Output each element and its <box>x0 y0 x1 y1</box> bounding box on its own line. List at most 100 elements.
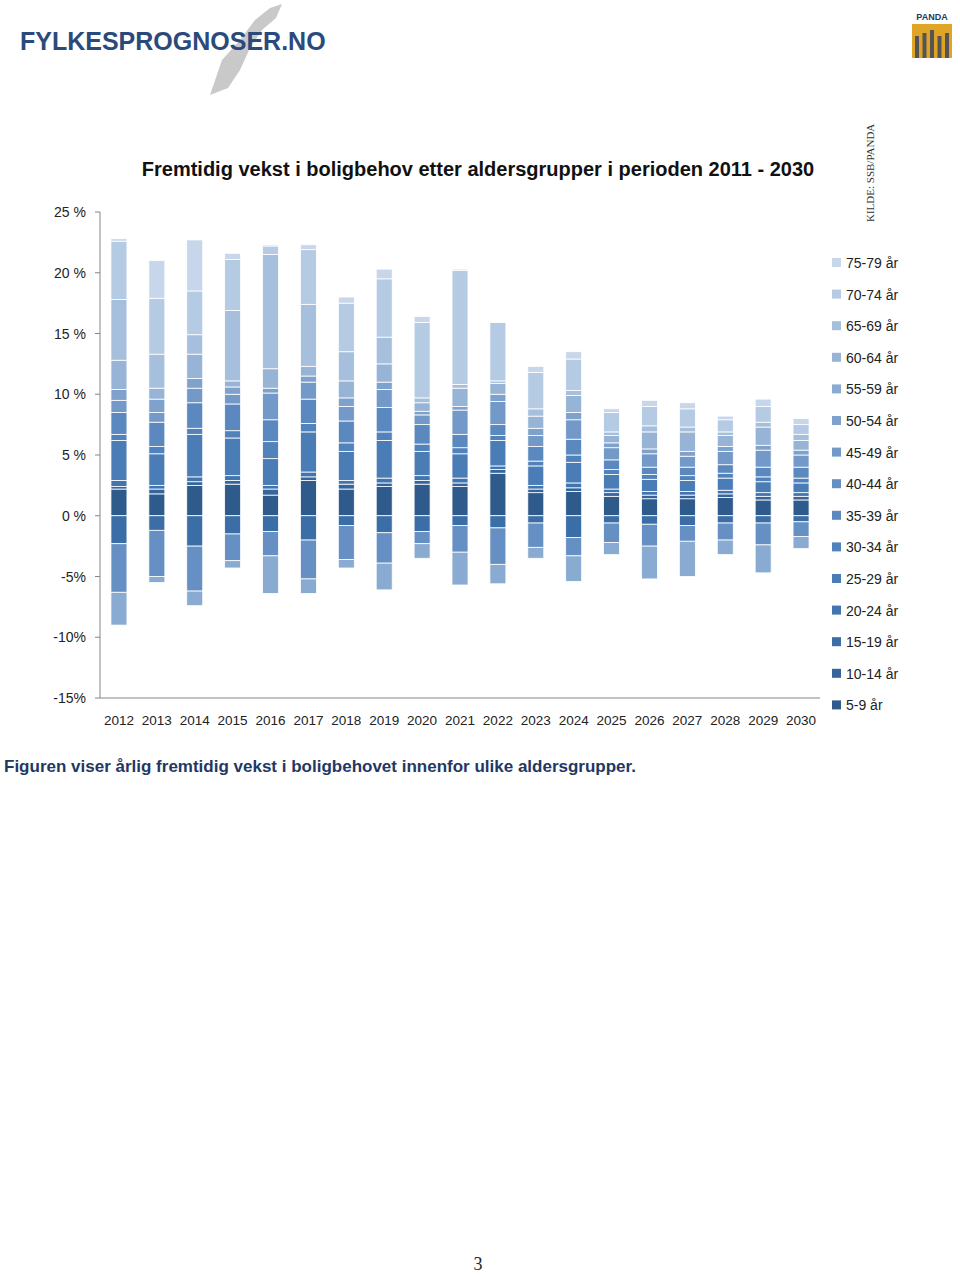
bar-segment <box>414 415 430 425</box>
legend-swatch <box>832 542 841 551</box>
bar-segment <box>490 473 506 516</box>
bar-segment <box>641 491 657 495</box>
bar-segment <box>566 462 582 483</box>
bar-segment <box>338 559 354 568</box>
bar-segment <box>338 443 354 452</box>
bar-segment <box>641 499 657 516</box>
bar-segment <box>528 409 544 416</box>
bar-segment <box>452 448 468 454</box>
bar-segment <box>225 431 241 438</box>
bar-segment <box>414 316 430 322</box>
bar-segment <box>755 477 771 482</box>
bar-segment <box>376 408 392 432</box>
bar-segment <box>149 354 165 388</box>
legend-swatch <box>832 416 841 425</box>
logo-text: FYLKESPROGNOSER.NO <box>20 27 326 55</box>
bar-segment <box>111 299 127 360</box>
bar-segment <box>604 448 620 460</box>
x-tick-label: 2013 <box>142 713 172 728</box>
legend-swatch <box>832 353 841 362</box>
bar-segment <box>338 398 354 407</box>
bar-segment <box>225 484 241 516</box>
bar-segment <box>528 461 544 466</box>
bar-segment <box>528 489 544 493</box>
bar-segment <box>149 494 165 516</box>
bar-segment <box>452 410 468 434</box>
bar-segment <box>717 420 733 432</box>
bar-segment <box>338 525 354 559</box>
bar-segment <box>338 481 354 485</box>
bar-segment <box>300 250 316 305</box>
x-tick-label: 2021 <box>445 713 475 728</box>
bar-segment <box>490 323 506 381</box>
bar-segment <box>225 516 241 534</box>
bar-segment <box>187 477 203 482</box>
bar-segment <box>641 516 657 525</box>
bar-segment <box>111 592 127 625</box>
bar-segment <box>376 279 392 337</box>
bar-segment <box>566 352 582 359</box>
bar-segment <box>604 496 620 515</box>
badge-icon <box>912 24 952 58</box>
bar-segment <box>452 406 468 410</box>
bar-segment <box>414 451 430 475</box>
x-tick-label: 2022 <box>483 713 513 728</box>
bar-segment <box>755 467 771 477</box>
bar-segment <box>755 427 771 445</box>
y-tick-label: -5% <box>61 569 86 585</box>
page-number: 3 <box>474 1254 483 1274</box>
legend-label: 45-49 år <box>846 445 898 461</box>
caption: Figuren viser årlig fremtidig vekst i bo… <box>4 757 636 776</box>
bar-segment <box>490 402 506 425</box>
bar-segment <box>149 530 165 576</box>
bar-segment <box>187 434 203 477</box>
bar-segment <box>793 450 809 455</box>
legend-swatch <box>832 511 841 520</box>
bar-segment <box>528 516 544 523</box>
bar-segment <box>793 425 809 435</box>
y-tick-label: 20 % <box>54 265 86 281</box>
source: KILDE: SSB/PANDA <box>864 124 876 222</box>
title-line: Fremtidig vekst i boligbehov etter alder… <box>142 158 814 180</box>
logo: FYLKESPROGNOSER.NO <box>20 4 326 95</box>
bar-segment <box>149 516 165 531</box>
bar-segment <box>528 428 544 435</box>
x-tick-label: 2020 <box>407 713 437 728</box>
page: FYLKESPROGNOSER.NO PANDA KILDE: SSB/PANDA F… <box>0 0 960 1275</box>
bar-segment <box>187 403 203 429</box>
bar-segment <box>717 473 733 478</box>
bar-segment <box>338 406 354 421</box>
bar-segment <box>717 416 733 420</box>
legend-label: 15-19 år <box>846 634 898 650</box>
bar-segment <box>793 455 809 467</box>
bar-segment <box>414 544 430 559</box>
bar-segment <box>338 352 354 381</box>
bar-segment <box>111 434 127 440</box>
bar-segment <box>604 474 620 489</box>
bar-segment <box>566 391 582 396</box>
legend-label: 50-54 år <box>846 413 898 429</box>
bar-segment <box>679 467 695 476</box>
bar-segment <box>641 467 657 474</box>
bar-segment <box>717 465 733 474</box>
x-tick-label: 2012 <box>104 713 134 728</box>
bar-segment <box>566 395 582 412</box>
bar-segment <box>641 479 657 491</box>
x-tick-label: 2027 <box>672 713 702 728</box>
bar-segment <box>376 516 392 533</box>
x-tick-label: 2030 <box>786 713 816 728</box>
bar-segment <box>566 491 582 515</box>
bar-segment <box>414 516 430 532</box>
bar-segment <box>528 416 544 428</box>
bar-segment <box>225 438 241 476</box>
bar-segment <box>755 500 771 516</box>
legend-swatch <box>832 258 841 267</box>
y-tick-label: 15 % <box>54 326 86 342</box>
badge-icon <box>945 33 949 58</box>
badge-text: PANDA <box>916 12 948 22</box>
bar-segment <box>263 245 279 246</box>
bar-segment <box>376 432 392 441</box>
bar-segment <box>528 366 544 372</box>
bar-segment <box>641 474 657 479</box>
bar-segment <box>414 481 430 485</box>
